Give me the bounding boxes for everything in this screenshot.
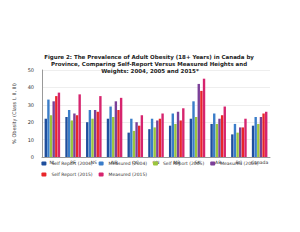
svg-text:Figure 2: The Prevalence of Ad: Figure 2: The Prevalence of Adult Obesit…	[44, 54, 256, 61]
svg-text:Measured (2015): Measured (2015)	[109, 172, 148, 177]
svg-text:20: 20	[28, 119, 34, 125]
svg-text:40: 40	[28, 84, 34, 90]
svg-text:Measured (2005): Measured (2005)	[220, 161, 259, 166]
svg-text:50: 50	[28, 67, 34, 73]
svg-text:AB: AB	[215, 160, 222, 165]
svg-text:% Obesity (Class I, II, III): % Obesity (Class I, II, III)	[11, 83, 18, 144]
svg-text:30: 30	[28, 102, 34, 108]
svg-text:Weights: 2004, 2005 and 2015*: Weights: 2004, 2005 and 2015*	[101, 68, 199, 75]
svg-text:NS: NS	[90, 160, 97, 165]
svg-text:Self Report (2015): Self Report (2015)	[51, 172, 92, 177]
svg-text:Province, Comparing Self-Repor: Province, Comparing Self-Report Versus M…	[51, 61, 249, 68]
svg-text:Canada: Canada	[251, 160, 269, 165]
svg-text:ON: ON	[153, 160, 160, 165]
svg-text:0: 0	[31, 154, 34, 160]
svg-text:Self Report (2004): Self Report (2004)	[51, 161, 92, 166]
svg-text:10: 10	[28, 137, 34, 143]
svg-text:Measured (2004): Measured (2004)	[109, 161, 148, 166]
svg-text:Self Report (2005): Self Report (2005)	[163, 161, 204, 166]
